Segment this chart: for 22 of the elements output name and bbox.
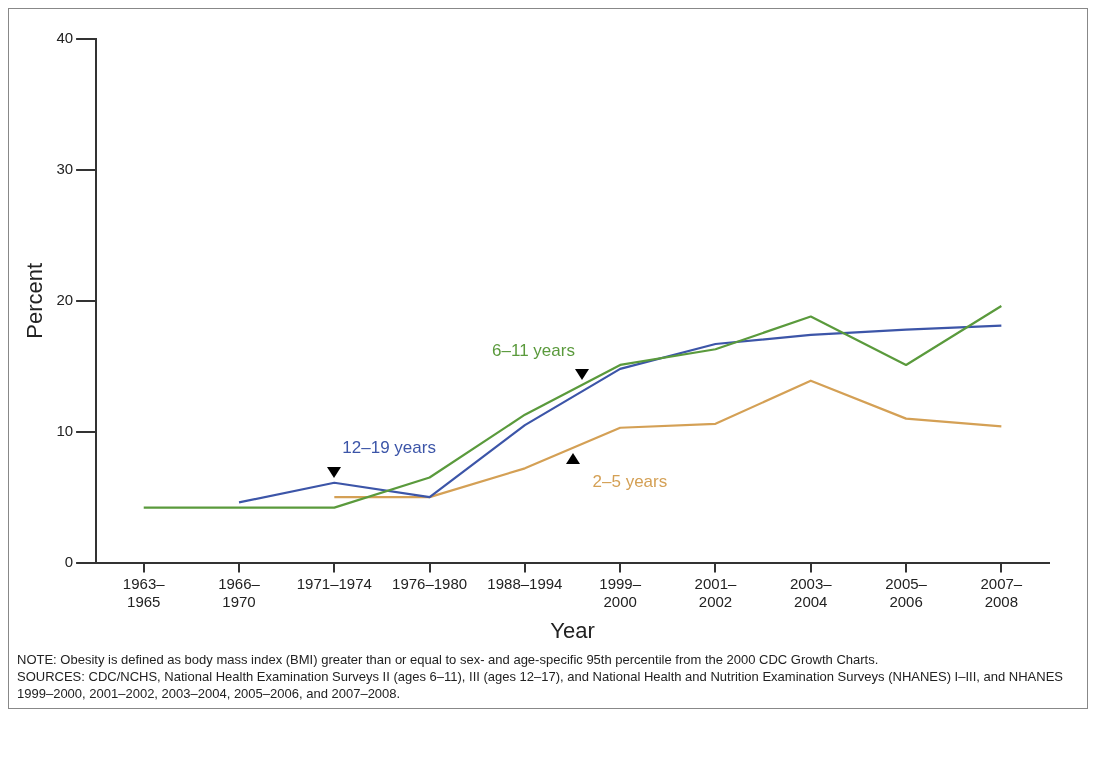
x-tick-label: 2007– 2008 xyxy=(980,574,1023,610)
y-tick-label: 0 xyxy=(64,552,74,570)
y-tick-label: 10 xyxy=(56,421,74,439)
series-label: 2–5 years xyxy=(592,471,668,491)
text: NOTE: Obesity is defined as body mass index (BMI) greater than or equal to sex- and age-specific 95th percentile from the 2000 CDC Growth Charts. xyxy=(17,651,880,668)
y-tick-label: 30 xyxy=(56,160,74,178)
y-tick-label: 20 xyxy=(56,290,74,308)
x-tick-label: 2001– 2002 xyxy=(694,574,737,610)
x-tick-label: 2005– 2006 xyxy=(885,574,928,610)
series-label: 12–19 years xyxy=(342,438,436,458)
x-tick-label: 1988–1994 xyxy=(487,574,563,592)
y-tick-label: 40 xyxy=(56,29,74,47)
x-axis-title: Year xyxy=(550,617,595,643)
series-label: 6–11 years xyxy=(492,340,575,360)
x-tick-label: 2003– 2004 xyxy=(789,574,833,610)
x-tick-label: 1966– 1970 xyxy=(218,574,261,610)
x-tick-label: 1963– 1965 xyxy=(122,574,166,610)
x-tick-label: 1999– 2000 xyxy=(599,574,642,610)
y-axis-title: Percent xyxy=(22,262,48,339)
x-tick-label: 1976–1980 xyxy=(392,574,468,592)
x-tick-label: 1971–1974 xyxy=(296,574,372,592)
source-note: SOURCES: CDC/NCHS, National Health Examination Surveys II (ages 6–11), III (ages 12–17), and National Health and Nutrition Examination Surveys (NHANES) I–III, and NHANES 1999–2000, 2001–2002, 2003–2004, 2005–2006, and 2007–2008. xyxy=(17,668,1064,702)
